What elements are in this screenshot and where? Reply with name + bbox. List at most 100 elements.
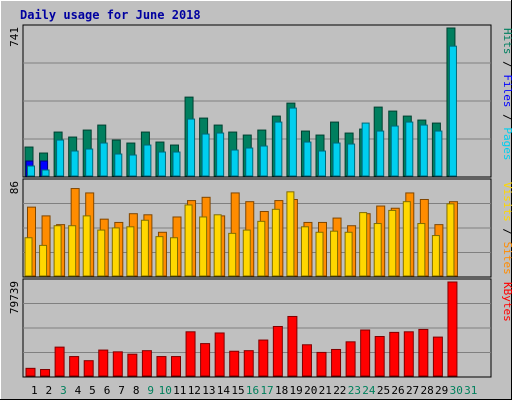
panel-axis-label: Hits / Files / Pages — [501, 28, 512, 161]
day-label: 1 — [31, 384, 38, 397]
bar-pages-day-9 — [143, 144, 152, 177]
bar-pages-day-25 — [376, 130, 385, 177]
bar-pages-day-3 — [56, 139, 65, 177]
panel-max-label: 86 — [8, 181, 21, 194]
bar-kbytes-day-21 — [316, 351, 327, 377]
bar-pages-day-17 — [259, 145, 268, 177]
bar-pages-day-20 — [303, 141, 312, 177]
bar-kbytes-day-24 — [360, 329, 371, 377]
day-label: 22 — [333, 384, 346, 397]
bar-kbytes-day-6 — [98, 349, 109, 377]
bar-pages-day-21 — [318, 150, 326, 177]
day-label: 2 — [46, 384, 53, 397]
bar-kbytes-day-18 — [272, 325, 283, 377]
bar-pages-day-29 — [434, 130, 443, 177]
bar-pages-day-1 — [27, 165, 35, 177]
bar-sites-day-18 — [271, 208, 280, 277]
bar-kbytes-day-10 — [156, 356, 167, 377]
axis-label-kbytes: KBytes — [501, 282, 512, 322]
bar-kbytes-day-1 — [25, 367, 36, 377]
day-label: 16 — [246, 384, 259, 397]
panel-axis-label: Visits / Sites — [501, 182, 512, 275]
bar-sites-day-2 — [39, 244, 48, 277]
panel-visits-sites: 86 Visits / Sites — [8, 178, 512, 278]
day-label: 7 — [118, 384, 125, 397]
bar-sites-day-28 — [417, 223, 426, 277]
day-label: 24 — [362, 384, 376, 397]
bar-pages-day-6 — [99, 142, 108, 177]
bar-kbytes-day-25 — [374, 336, 385, 377]
bar-pages-day-2 — [41, 169, 50, 177]
day-label: 28 — [421, 384, 434, 397]
bar-kbytes-day-13 — [200, 343, 211, 377]
bar-sites-day-1 — [24, 237, 33, 277]
day-label: 17 — [260, 384, 273, 397]
bar-pages-day-26 — [390, 125, 399, 177]
bar-pages-day-18 — [274, 121, 283, 177]
bar-kbytes-day-26 — [389, 331, 400, 377]
bar-kbytes-day-27 — [403, 331, 414, 377]
bar-pages-day-23 — [347, 143, 356, 177]
bars — [24, 27, 457, 177]
bar-pages-day-19 — [288, 107, 297, 177]
day-label: 20 — [304, 384, 317, 397]
panel-hits-files-pages: 741 Hits / Files / Pages — [8, 24, 512, 178]
panel-max-label: 741 — [8, 27, 21, 47]
day-label: 11 — [173, 384, 186, 397]
bar-sites-day-10 — [155, 236, 164, 277]
bar-pages-day-5 — [85, 148, 94, 177]
day-label: 29 — [435, 384, 448, 397]
bar-pages-day-8 — [128, 154, 137, 177]
day-label: 4 — [75, 384, 82, 397]
day-labels: 1 2 3 4 5 6 7 8 9 10 11 12 13 14 15 16 17 18 19 20 21 22 23 24 2… — [31, 384, 477, 397]
bar-sites-day-8 — [126, 226, 135, 277]
bar-kbytes-day-7 — [112, 351, 123, 377]
bar-pages-day-12 — [187, 118, 196, 177]
axis-label-pages: Pages — [501, 127, 512, 160]
bar-sites-day-3 — [53, 225, 62, 277]
day-label: 30 — [450, 384, 463, 397]
day-label: 18 — [275, 384, 288, 397]
day-label: 25 — [377, 384, 390, 397]
bar-pages-day-27 — [405, 121, 414, 177]
bar-sites-day-6 — [97, 229, 106, 277]
bar-pages-day-22 — [332, 142, 341, 177]
chart-title: Daily usage for June 2018 — [20, 8, 201, 22]
bar-sites-day-5 — [82, 215, 91, 277]
bar-kbytes-day-8 — [127, 353, 138, 377]
bar-kbytes-day-23 — [345, 341, 356, 377]
bar-sites-day-27 — [402, 201, 411, 277]
bar-kbytes-day-14 — [214, 332, 225, 377]
bar-pages-day-16 — [245, 147, 254, 177]
bar-pages-day-7 — [114, 153, 123, 177]
day-label: 15 — [231, 384, 244, 397]
bar-kbytes-day-11 — [171, 356, 181, 377]
bars — [24, 188, 458, 277]
day-label: 6 — [104, 384, 111, 397]
bars — [25, 281, 458, 377]
axis-label-hits: Hits — [501, 28, 512, 55]
panel-axis-label: KBytes — [501, 282, 512, 322]
axis-label-separator: / — [501, 222, 512, 242]
day-label: 27 — [406, 384, 419, 397]
bar-pages-day-10 — [157, 151, 166, 177]
bar-pages-day-30 — [448, 45, 457, 177]
bar-sites-day-9 — [140, 219, 149, 277]
bar-pages-day-4 — [70, 150, 79, 177]
day-label: 9 — [147, 384, 154, 397]
bar-pages-day-14 — [216, 132, 225, 177]
axis-label-sites: Sites — [501, 242, 512, 275]
bar-kbytes-day-29 — [432, 336, 443, 377]
bar-pages-day-15 — [230, 149, 239, 177]
day-label: 8 — [133, 384, 140, 397]
axis-label-separator: / — [501, 55, 512, 75]
day-label: 23 — [348, 384, 361, 397]
bar-sites-day-13 — [199, 216, 208, 277]
day-label: 14 — [217, 384, 231, 397]
day-label: 12 — [188, 384, 201, 397]
bar-sites-day-12 — [184, 204, 193, 277]
bar-sites-day-7 — [111, 227, 120, 277]
bar-kbytes-day-9 — [141, 350, 152, 377]
